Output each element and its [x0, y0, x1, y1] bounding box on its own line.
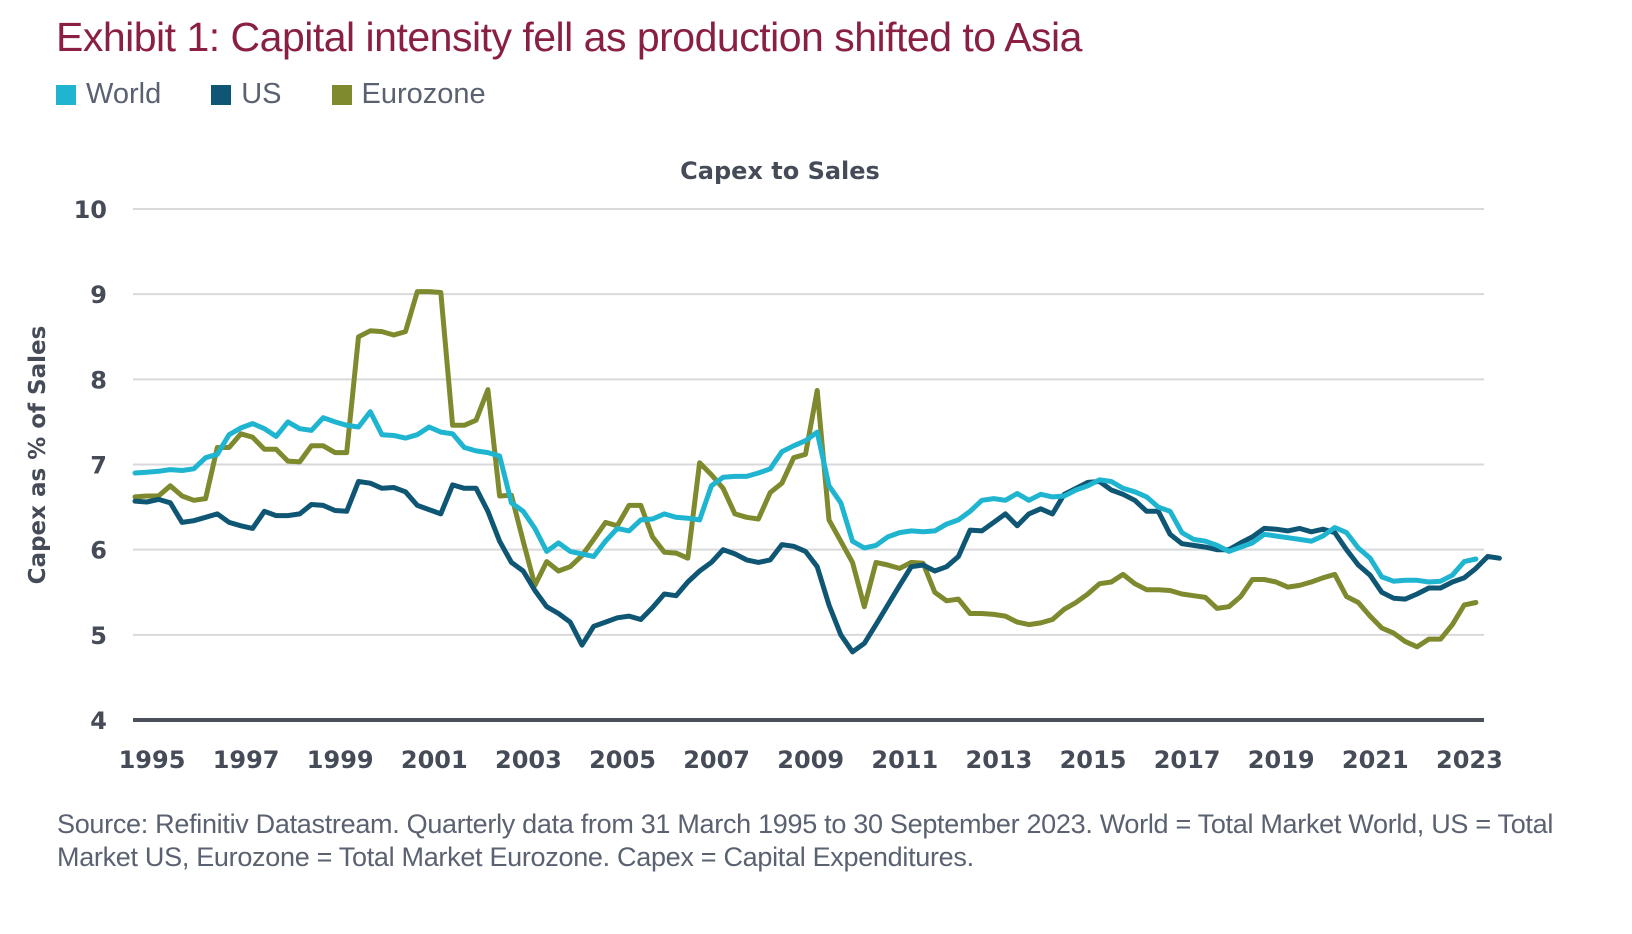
- x-tick-label: 2013: [966, 746, 1033, 774]
- y-tick-label: 8: [90, 366, 107, 394]
- x-tick-label: 2017: [1154, 746, 1221, 774]
- x-tick-label: 2019: [1248, 746, 1315, 774]
- series-lines: [132, 289, 1502, 655]
- series-line-eurozone: [132, 289, 1479, 650]
- x-tick-label: 2001: [401, 746, 468, 774]
- y-axis-label: Capex as % of Sales: [25, 326, 51, 585]
- y-tick-label: 9: [90, 281, 107, 309]
- source-note: Source: Refinitiv Datastream. Quarterly …: [57, 809, 1554, 872]
- legend-swatch-eurozone: [331, 84, 352, 105]
- y-axis-ticks: 4 5 6 7 8 9 10: [74, 196, 107, 735]
- y-tick-label: 6: [90, 537, 107, 565]
- x-tick-label: 2005: [589, 746, 656, 774]
- x-tick-label: 2023: [1436, 746, 1503, 774]
- y-tick-label: 4: [90, 707, 107, 735]
- y-tick-label: 7: [90, 452, 107, 480]
- legend-item-eurozone: Eurozone: [331, 78, 486, 111]
- x-tick-label: 2003: [495, 746, 562, 774]
- legend-label-world: World: [86, 78, 162, 110]
- x-tick-label: 2015: [1060, 746, 1127, 774]
- chart-title: Capex to Sales: [680, 157, 880, 185]
- legend-swatch-world: [56, 84, 76, 105]
- x-tick-label: 2009: [777, 746, 844, 774]
- y-tick-label: 5: [90, 622, 107, 650]
- x-tick-label: 2011: [871, 746, 938, 774]
- legend-item-world: World: [56, 78, 161, 111]
- legend-label-eurozone: Eurozone: [361, 78, 486, 110]
- series-line-us: [132, 479, 1502, 655]
- x-tick-label: 2021: [1342, 746, 1409, 774]
- legend-swatch-us: [211, 84, 232, 105]
- legend: World US Eurozone: [56, 78, 536, 111]
- legend-item-us: US: [211, 78, 282, 111]
- legend-label-us: US: [241, 78, 282, 110]
- exhibit-title: Exhibit 1: Capital intensity fell as pro…: [56, 14, 1082, 60]
- x-tick-label: 2007: [683, 746, 750, 774]
- x-tick-label: 1997: [213, 746, 280, 774]
- x-tick-label: 1999: [307, 746, 374, 774]
- series-line-world: [132, 409, 1479, 585]
- y-tick-label: 10: [74, 196, 107, 224]
- x-axis-ticks: 1995 1997 1999 2001 2003 2005 2007 2009 2011 2013…: [119, 746, 1503, 774]
- x-tick-label: 1995: [119, 746, 186, 774]
- gridlines: [133, 208, 1484, 722]
